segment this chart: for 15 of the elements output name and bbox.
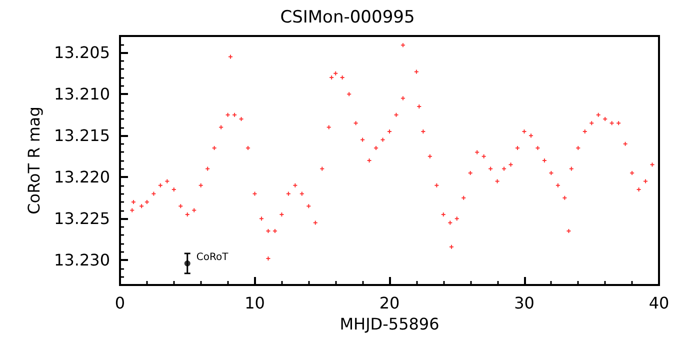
chart-title: CSIMon-000995 [280,8,415,28]
x-tick-label: 40 [648,294,670,312]
y-tick-label: 13.205 [54,43,110,62]
y-tick-label: 13.215 [54,126,110,146]
x-tick-label: 30 [514,294,534,312]
y-tick-label: 13.230 [54,250,110,270]
x-tick-label: 0 [114,294,126,312]
y-tick-label: 13.210 [54,84,110,104]
annotation: CoRoT [196,252,230,263]
x-axis-title: MHJD-55896 [340,314,440,334]
y-axis-title: CoRoT R mag [24,106,44,214]
x-tick-label: 10 [244,294,265,312]
x-tick-label: 20 [379,294,400,312]
y-tick-label: 13.220 [54,168,110,187]
y-tick-label: 13.225 [54,209,110,228]
